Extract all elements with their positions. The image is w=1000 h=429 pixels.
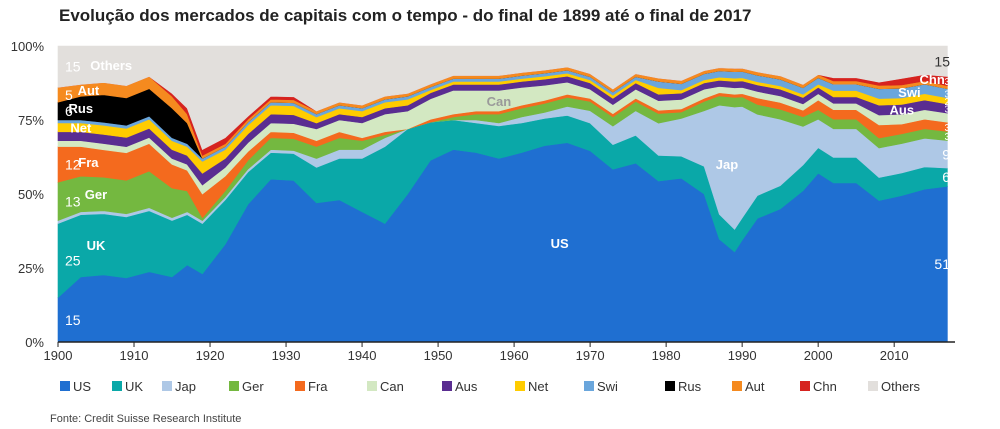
legend-label-chn: Chn (813, 379, 837, 394)
start-value-label: 12 (65, 156, 81, 172)
series-label-others: Others (90, 58, 132, 73)
legend-label-swi: Swi (597, 379, 618, 394)
legend-label-us: US (73, 379, 91, 394)
legend-label-rus: Rus (678, 379, 702, 394)
legend-swatch-uk (112, 381, 122, 391)
x-tick-label: 2000 (804, 348, 833, 363)
end-value-label: 9 (942, 146, 950, 162)
series-label-can: Can (487, 94, 512, 109)
y-tick-label: 0% (25, 335, 44, 350)
end-value-label: 6 (942, 169, 950, 185)
end-value-label: 3 (944, 77, 950, 88)
legend-swatch-jap (162, 381, 172, 391)
y-tick-label: 25% (18, 261, 44, 276)
start-value-label: 15 (65, 59, 81, 75)
legend-label-net: Net (528, 379, 549, 394)
series-label-aut: Aut (78, 83, 100, 98)
legend-label-fra: Fra (308, 379, 328, 394)
series-label-us: US (551, 236, 569, 251)
y-tick-label: 100% (11, 39, 45, 54)
x-tick-label: 2010 (880, 348, 909, 363)
start-value-label: 5 (65, 87, 73, 103)
start-value-label: 15 (65, 312, 81, 328)
legend-swatch-aus (442, 381, 452, 391)
legend-swatch-us (60, 381, 70, 391)
legend-swatch-swi (584, 381, 594, 391)
legend-swatch-aut (732, 381, 742, 391)
series-label-chn: Chn (920, 72, 945, 87)
legend-label-aut: Aut (745, 379, 765, 394)
legend-swatch-chn (800, 381, 810, 391)
legend-swatch-net (515, 381, 525, 391)
end-value-label: 3 (944, 89, 950, 100)
end-value-label: 3 (944, 123, 950, 134)
series-label-jap: Jap (716, 157, 738, 172)
legend-label-aus: Aus (455, 379, 478, 394)
x-tick-label: 1900 (44, 348, 73, 363)
end-value-label: 3 (944, 132, 950, 143)
end-value-label: 3 (944, 105, 950, 116)
x-tick-label: 1980 (652, 348, 681, 363)
x-tick-label: 1920 (196, 348, 225, 363)
start-value-label: 6 (65, 103, 73, 119)
x-tick-label: 1910 (120, 348, 149, 363)
legend-swatch-ger (229, 381, 239, 391)
x-tick-label: 1960 (500, 348, 529, 363)
end-value-label: 15 (934, 53, 950, 69)
legend-swatch-others (868, 381, 878, 391)
chart-title: Evolução dos mercados de capitais com o … (59, 6, 752, 25)
series-label-ger: Ger (85, 187, 107, 202)
start-value-label: 25 (65, 253, 81, 269)
y-tick-label: 50% (18, 187, 44, 202)
legend-swatch-rus (665, 381, 675, 391)
source-note: Fonte: Credit Suisse Research Institute (50, 413, 242, 425)
legend-label-uk: UK (125, 379, 143, 394)
legend-swatch-fra (295, 381, 305, 391)
series-label-fra: Fra (78, 155, 99, 170)
series-label-uk: UK (87, 238, 106, 253)
area-others (57, 45, 948, 151)
x-tick-label: 1930 (272, 348, 301, 363)
legend-label-others: Others (881, 379, 921, 394)
x-tick-label: 1970 (576, 348, 605, 363)
start-value-label: 13 (65, 193, 81, 209)
series-label-aus: Aus (890, 102, 915, 117)
legend-swatch-can (367, 381, 377, 391)
series-label-swi: Swi (898, 85, 920, 100)
end-value-label: 51 (934, 256, 950, 272)
x-tick-label: 1950 (424, 348, 453, 363)
legend-label-ger: Ger (242, 379, 264, 394)
series-label-net: Net (70, 120, 92, 135)
legend-label-jap: Jap (175, 379, 196, 394)
end-value-label: 2 (944, 97, 950, 108)
x-tick-label: 1990 (728, 348, 757, 363)
legend-label-can: Can (380, 379, 404, 394)
series-label-rus: Rus (69, 101, 94, 116)
x-tick-label: 1940 (348, 348, 377, 363)
y-tick-label: 75% (18, 113, 44, 128)
